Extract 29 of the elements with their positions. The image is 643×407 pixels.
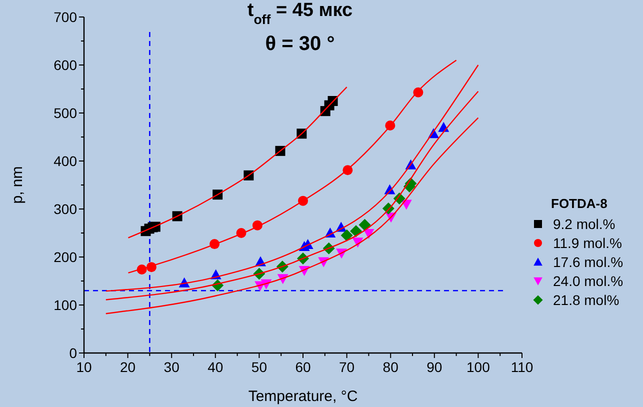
x-tick-label: 20 <box>120 359 136 375</box>
legend-title: FOTDA-8 <box>551 196 608 211</box>
x-tick-label: 10 <box>76 359 92 375</box>
x-tick-label: 110 <box>510 359 534 375</box>
x-tick-label: 90 <box>426 359 442 375</box>
x-tick-label: 40 <box>208 359 224 375</box>
chart-title: t$_{off}$ = 45 мкс <box>247 0 354 26</box>
x-tick-label: 70 <box>339 359 355 375</box>
y-tick-label: 500 <box>54 105 78 121</box>
x-tick-label: 100 <box>466 359 490 375</box>
legend-label: 21.8 mol% <box>553 292 620 308</box>
y-axis-title: p, nm <box>9 166 26 204</box>
legend-label: 11.9 mol.% <box>553 235 622 251</box>
legend-label: 9.2 mol.% <box>553 216 616 232</box>
y-tick-label: 0 <box>69 345 78 361</box>
y-tick-label: 400 <box>54 153 78 169</box>
x-axis-title: Temperature, °C <box>248 388 358 405</box>
x-tick-label: 80 <box>382 359 399 375</box>
y-tick-label: 200 <box>54 249 78 265</box>
y-tick-label: 700 <box>54 9 78 25</box>
y-tick-label: 100 <box>54 297 78 313</box>
x-tick-label: 60 <box>295 359 311 375</box>
legend-label: 24.0 mol.% <box>553 273 624 289</box>
legend-label: 17.6 mol.% <box>553 254 624 270</box>
text: θ = 30 ° <box>265 33 335 55</box>
y-tick-label: 600 <box>54 57 78 73</box>
x-tick-label: 50 <box>251 359 268 375</box>
y-tick-label: 300 <box>54 201 78 217</box>
x-tick-label: 30 <box>164 359 180 375</box>
